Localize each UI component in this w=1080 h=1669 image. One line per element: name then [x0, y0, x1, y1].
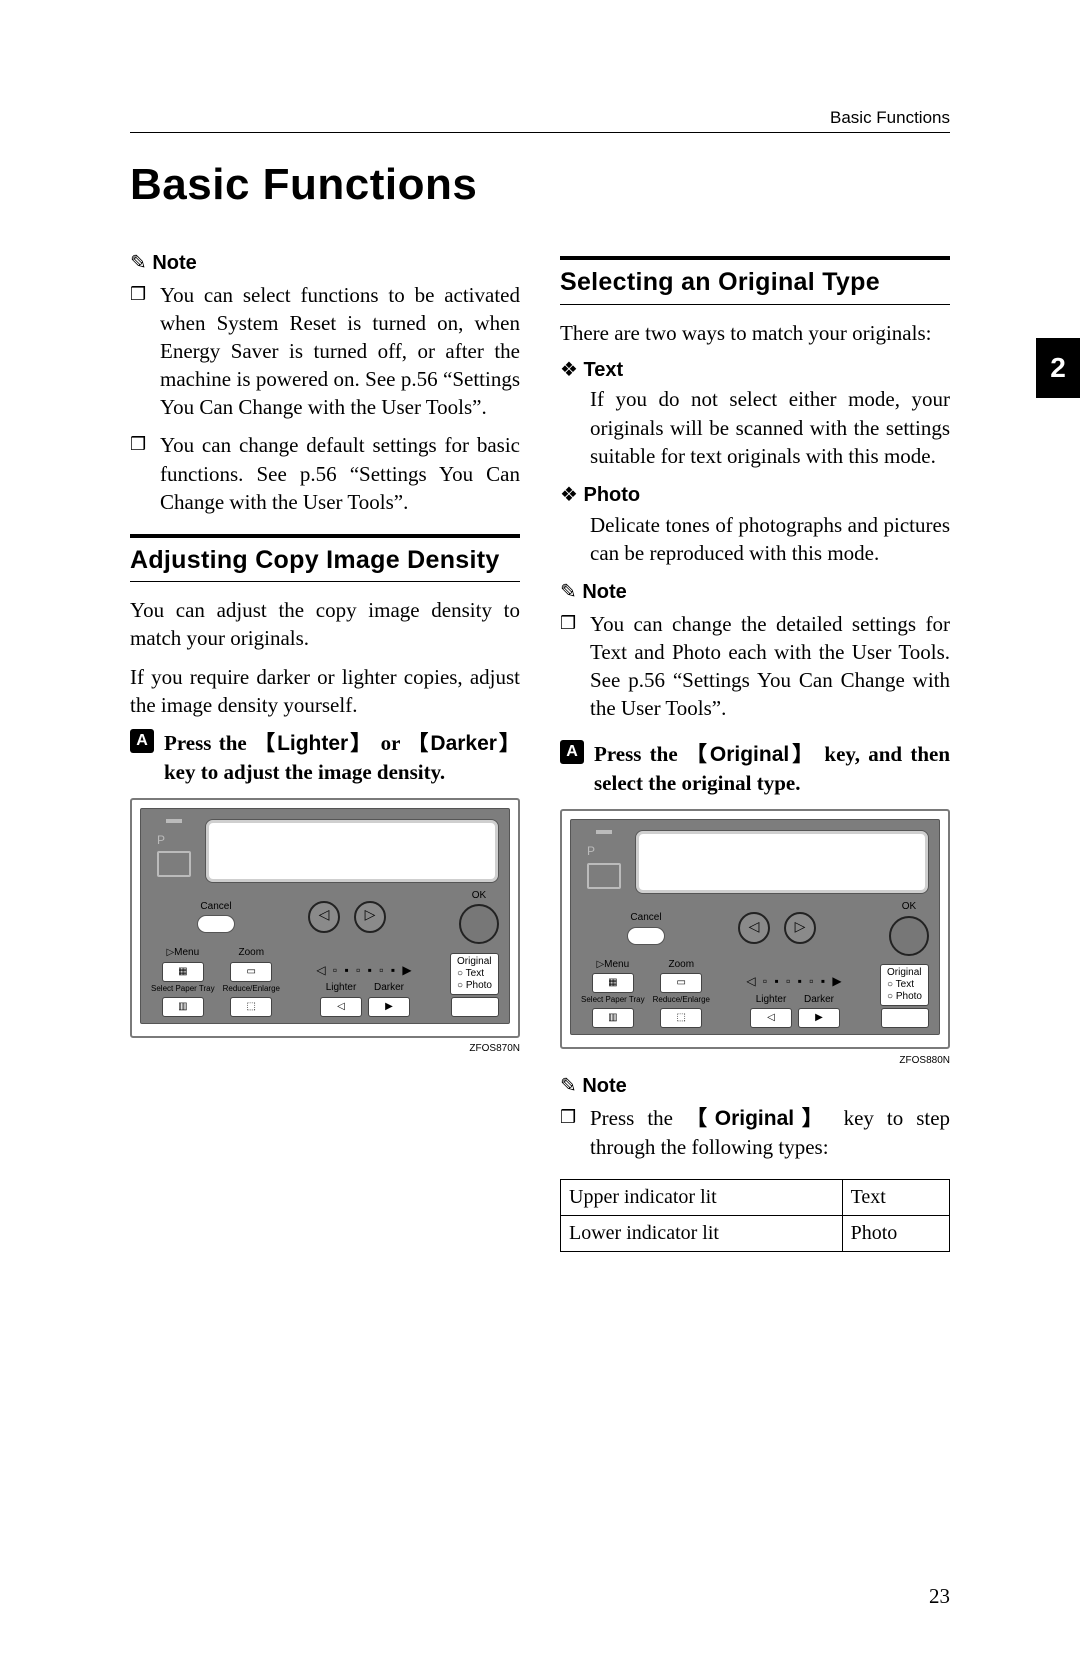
section-heading-density: Adjusting Copy Image Density	[130, 534, 520, 583]
original-indicator: Original○ Text○ Photo	[880, 964, 929, 1006]
copier-icon: P	[581, 830, 627, 888]
section-heading-original: Selecting an Original Type	[560, 256, 950, 305]
figure-code: ZFOS880N	[899, 1054, 950, 1067]
reduce-label: Reduce/Enlarge	[653, 995, 710, 1006]
control-panel-figure: P Cancel ◁ ▷ OK	[560, 809, 950, 1049]
step-instruction: Press the Lighter or Darker key to adjus…	[130, 729, 520, 786]
menu-button: ▦	[162, 962, 204, 982]
right-arrow-button: ▷	[784, 912, 816, 944]
panel-figure-wrapper: P Cancel ◁ ▷ OK	[560, 809, 950, 1049]
note-list: Press the Original key to step through t…	[560, 1104, 950, 1161]
subhead-photo: Photo	[560, 482, 950, 509]
lighter-label: Lighter	[756, 993, 787, 1006]
zoom-button: ▭	[230, 962, 272, 982]
key-darker: Darker	[407, 732, 520, 755]
menu-label: ▷Menu	[596, 958, 629, 971]
reduce-button: ⬚	[230, 997, 272, 1017]
ok-label: OK	[472, 889, 486, 902]
page-number: 23	[929, 1584, 950, 1609]
zoom-label: Zoom	[239, 946, 265, 959]
table-cell: Upper indicator lit	[561, 1179, 843, 1215]
body-text: If you require darker or lighter copies,…	[130, 663, 520, 719]
cancel-button	[627, 927, 665, 945]
note-heading: Note	[560, 579, 950, 606]
density-indicator: ◁ ▫ ▪ ▫ ▪ ▫ ▪ ▶	[316, 961, 413, 979]
lighter-button: ◁	[750, 1008, 792, 1028]
step-number-icon	[560, 740, 584, 764]
chapter-tab: 2	[1036, 338, 1080, 398]
original-button	[881, 1008, 929, 1028]
body-text: If you do not select either mode, your o…	[560, 385, 950, 469]
panel-figure-wrapper: P Cancel ◁ ▷ OK	[130, 798, 520, 1038]
body-text: Delicate tones of photographs and pictur…	[560, 511, 950, 567]
right-arrow-button: ▷	[354, 901, 386, 933]
ok-button	[889, 916, 929, 956]
step-text: key to adjust the image density.	[164, 760, 445, 784]
darker-label: Darker	[804, 993, 834, 1006]
original-indicator: Original○ Text○ Photo	[450, 953, 499, 995]
table-cell: Lower indicator lit	[561, 1215, 843, 1251]
original-button	[451, 997, 499, 1017]
ok-label: OK	[902, 900, 916, 913]
tray-button: ▥	[162, 997, 204, 1017]
left-column: Note You can select functions to be acti…	[130, 244, 520, 1252]
page-title: Basic Functions	[130, 160, 950, 210]
note-heading: Note	[130, 250, 520, 277]
tray-label: Select Paper Tray	[581, 995, 645, 1006]
density-indicator: ◁ ▫ ▪ ▫ ▪ ▫ ▪ ▶	[746, 973, 843, 991]
note-heading: Note	[560, 1073, 950, 1100]
lcd-screen	[635, 830, 929, 894]
note-item: You can change default settings for basi…	[130, 431, 520, 515]
key-original: Original	[686, 743, 816, 766]
right-column: Selecting an Original Type There are two…	[560, 244, 950, 1252]
subhead-text: Text	[560, 357, 950, 384]
cancel-label: Cancel	[200, 900, 231, 913]
step-text: Press the	[164, 731, 254, 755]
zoom-label: Zoom	[669, 958, 695, 971]
figure-code: ZFOS870N	[469, 1042, 520, 1055]
lighter-button: ◁	[320, 997, 362, 1017]
table-cell: Text	[842, 1179, 949, 1215]
note-item: You can select functions to be activated…	[130, 281, 520, 422]
tray-label: Select Paper Tray	[151, 984, 215, 995]
key-original: Original	[686, 1107, 831, 1130]
note-item: You can change the detailed settings for…	[560, 610, 950, 723]
step-text: Press the	[594, 742, 686, 766]
tray-button: ▥	[592, 1008, 634, 1028]
darker-button: ▶	[368, 997, 410, 1017]
copier-icon: P	[151, 819, 197, 877]
note-list: You can change the detailed settings for…	[560, 610, 950, 723]
menu-label: ▷Menu	[166, 946, 199, 959]
left-arrow-button: ◁	[308, 901, 340, 933]
note-list: You can select functions to be activated…	[130, 281, 520, 516]
table-cell: Photo	[842, 1215, 949, 1251]
note-item: Press the Original key to step through t…	[560, 1104, 950, 1161]
step-number-icon	[130, 729, 154, 753]
left-arrow-button: ◁	[738, 912, 770, 944]
ok-button	[459, 904, 499, 944]
zoom-button: ▭	[660, 973, 702, 993]
body-text: You can adjust the copy image density to…	[130, 596, 520, 652]
cancel-label: Cancel	[630, 911, 661, 924]
table-row: Upper indicator lit Text	[561, 1179, 950, 1215]
step-instruction: Press the Original key, and then select …	[560, 740, 950, 797]
control-panel-figure: P Cancel ◁ ▷ OK	[130, 798, 520, 1038]
cancel-button	[197, 915, 235, 933]
reduce-label: Reduce/Enlarge	[223, 984, 280, 995]
menu-button: ▦	[592, 973, 634, 993]
indicator-table: Upper indicator lit Text Lower indicator…	[560, 1179, 950, 1252]
lcd-screen	[205, 819, 499, 883]
darker-button: ▶	[798, 1008, 840, 1028]
running-header: Basic Functions	[130, 108, 950, 133]
key-lighter: Lighter	[254, 732, 373, 755]
step-text: or	[373, 731, 407, 755]
darker-label: Darker	[374, 981, 404, 994]
lighter-label: Lighter	[326, 981, 357, 994]
table-row: Lower indicator lit Photo	[561, 1215, 950, 1251]
reduce-button: ⬚	[660, 1008, 702, 1028]
body-text: There are two ways to match your origina…	[560, 319, 950, 347]
